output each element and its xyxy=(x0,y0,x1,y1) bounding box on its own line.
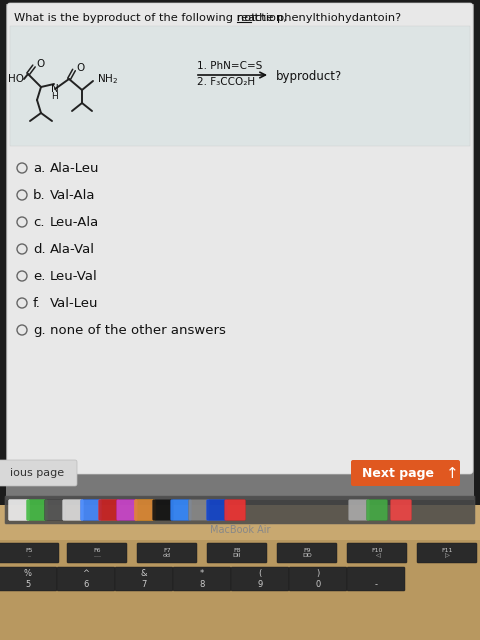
Text: )
0: ) 0 xyxy=(315,570,321,589)
Text: O: O xyxy=(36,59,44,69)
Text: Val-Leu: Val-Leu xyxy=(50,296,98,310)
FancyBboxPatch shape xyxy=(0,460,77,486)
Text: ^
6: ^ 6 xyxy=(83,570,89,589)
Text: F7
dd: F7 dd xyxy=(163,548,171,558)
Text: Leu-Val: Leu-Val xyxy=(50,269,98,282)
FancyBboxPatch shape xyxy=(207,543,267,563)
FancyBboxPatch shape xyxy=(225,499,245,520)
Text: g.: g. xyxy=(33,323,46,337)
FancyBboxPatch shape xyxy=(0,540,480,640)
Text: -: - xyxy=(374,570,377,589)
Text: ↑: ↑ xyxy=(445,465,458,481)
Text: &
7: & 7 xyxy=(141,570,147,589)
FancyBboxPatch shape xyxy=(115,567,173,591)
FancyBboxPatch shape xyxy=(137,543,197,563)
FancyBboxPatch shape xyxy=(62,499,84,520)
FancyBboxPatch shape xyxy=(206,499,228,520)
Text: F11
▷: F11 ▷ xyxy=(441,548,453,558)
FancyBboxPatch shape xyxy=(277,543,337,563)
Text: N: N xyxy=(51,84,59,94)
Text: F6
....: F6 .... xyxy=(93,548,101,558)
Text: H: H xyxy=(52,92,59,100)
Text: Ala-Leu: Ala-Leu xyxy=(50,161,99,175)
FancyBboxPatch shape xyxy=(173,567,231,591)
FancyBboxPatch shape xyxy=(289,567,347,591)
Text: MacBook Air: MacBook Air xyxy=(210,525,270,535)
FancyBboxPatch shape xyxy=(0,543,59,563)
FancyBboxPatch shape xyxy=(10,26,470,146)
Text: a.: a. xyxy=(33,161,45,175)
FancyBboxPatch shape xyxy=(347,543,407,563)
FancyBboxPatch shape xyxy=(117,499,137,520)
Text: NH$_2$: NH$_2$ xyxy=(97,72,118,86)
FancyBboxPatch shape xyxy=(57,567,115,591)
FancyBboxPatch shape xyxy=(367,499,387,520)
Text: none of the other answers: none of the other answers xyxy=(50,323,226,337)
FancyBboxPatch shape xyxy=(9,499,29,520)
FancyBboxPatch shape xyxy=(348,499,370,520)
Text: *
8: * 8 xyxy=(199,570,204,589)
Text: the phenylthiohydantoin?: the phenylthiohydantoin? xyxy=(251,13,401,23)
Text: 1. PhN=C=S: 1. PhN=C=S xyxy=(197,61,263,71)
Text: %
5: % 5 xyxy=(24,570,32,589)
Text: Val-Ala: Val-Ala xyxy=(50,189,96,202)
Text: not: not xyxy=(237,13,256,23)
Text: Leu-Ala: Leu-Ala xyxy=(50,216,99,228)
FancyBboxPatch shape xyxy=(417,543,477,563)
FancyBboxPatch shape xyxy=(347,567,405,591)
Text: d.: d. xyxy=(33,243,46,255)
Text: F10
◁: F10 ◁ xyxy=(372,548,383,558)
Text: F9
DD: F9 DD xyxy=(302,548,312,558)
Text: (
9: ( 9 xyxy=(257,570,263,589)
Text: 2. F₃CCO₂H: 2. F₃CCO₂H xyxy=(197,77,255,87)
FancyBboxPatch shape xyxy=(391,499,411,520)
FancyBboxPatch shape xyxy=(0,567,57,591)
FancyBboxPatch shape xyxy=(170,499,192,520)
Text: Ala-Val: Ala-Val xyxy=(50,243,95,255)
Text: HO: HO xyxy=(8,74,24,84)
FancyBboxPatch shape xyxy=(67,543,127,563)
FancyBboxPatch shape xyxy=(0,0,480,505)
Text: F5
..: F5 .. xyxy=(25,548,33,558)
FancyBboxPatch shape xyxy=(6,4,474,500)
Text: e.: e. xyxy=(33,269,46,282)
FancyBboxPatch shape xyxy=(98,499,120,520)
Text: F8
DII: F8 DII xyxy=(233,548,241,558)
FancyBboxPatch shape xyxy=(81,499,101,520)
FancyBboxPatch shape xyxy=(351,460,460,486)
Text: f.: f. xyxy=(33,296,41,310)
Text: O: O xyxy=(76,63,84,73)
Text: What is the byproduct of the following reaction,: What is the byproduct of the following r… xyxy=(14,13,290,23)
Text: c.: c. xyxy=(33,216,45,228)
FancyBboxPatch shape xyxy=(45,499,65,520)
Text: byproduct?: byproduct? xyxy=(276,70,342,83)
Text: b.: b. xyxy=(33,189,46,202)
FancyBboxPatch shape xyxy=(0,530,480,640)
FancyBboxPatch shape xyxy=(7,3,473,474)
FancyBboxPatch shape xyxy=(153,499,173,520)
FancyBboxPatch shape xyxy=(134,499,156,520)
FancyBboxPatch shape xyxy=(189,499,209,520)
FancyBboxPatch shape xyxy=(26,499,48,520)
FancyBboxPatch shape xyxy=(231,567,289,591)
FancyBboxPatch shape xyxy=(5,496,475,524)
Text: Next page: Next page xyxy=(362,467,434,479)
Text: ious page: ious page xyxy=(10,468,64,478)
